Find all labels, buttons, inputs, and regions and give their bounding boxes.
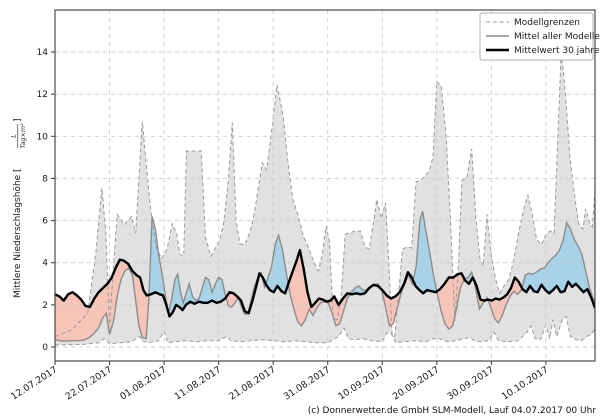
y-axis-unit-denominator: Tag×m² [20, 123, 27, 148]
legend-label-mittel-aller-modelle: Mittel aller Modelle [514, 32, 600, 42]
x-tick-label: 10.09.2017 [336, 364, 387, 402]
model-mean-line [55, 210, 595, 342]
y-tick-label: 4 [42, 259, 48, 269]
x-tick-label: 11.08.2017 [173, 364, 224, 402]
y-tick-label: 2 [42, 301, 48, 311]
y-tick-label: 12 [37, 90, 48, 100]
below-normal-fill [436, 273, 465, 330]
y-axis-unit-numerator: L [11, 134, 18, 138]
legend: Modellgrenzen Mittel aller Modelle Mitte… [479, 12, 600, 61]
model-range-band [55, 50, 595, 345]
x-tick-label: 21.08.2017 [227, 364, 278, 402]
legend-box [479, 12, 594, 61]
legend-label-mittelwert-30-jahre: Mittelwert 30 jahre [514, 46, 600, 56]
x-tick-label: 30.09.2017 [445, 364, 496, 402]
model-range-lower-bound [55, 315, 595, 346]
below-normal-fill [381, 272, 413, 326]
above-normal-fill [149, 216, 169, 312]
y-tick-label: 10 [37, 132, 49, 142]
copyright-caption: (c) Donnerwetter.de GmbH SLM-Modell, Lau… [307, 406, 596, 416]
x-tick-label: 20.09.2017 [391, 364, 442, 402]
x-tick-label: 10.10.2017 [500, 364, 551, 402]
above-normal-fill [265, 235, 289, 294]
x-tick-label: 22.07.2017 [64, 364, 115, 402]
y-tick-label: 8 [42, 174, 48, 184]
y-axis-label: Mittlere Niederschlagshöhe [ L Tag×m² ] [11, 118, 27, 298]
x-tick-label: 31.08.2017 [282, 364, 333, 402]
y-axis-label-text: Mittlere Niederschlagshöhe [ [13, 168, 23, 298]
above-normal-fill [413, 211, 437, 294]
plot-border [54, 9, 596, 362]
mean-30-years-line [55, 248, 595, 318]
below-normal-fill [487, 277, 522, 323]
model-range-upper-bound [55, 50, 595, 338]
below-normal-fill [55, 259, 149, 342]
x-tick-label: 12.07.2017 [9, 364, 60, 402]
legend-label-modellgrenzen: Modellgrenzen [514, 18, 580, 28]
y-tick-label: 0 [42, 343, 48, 353]
above-normal-fill [168, 274, 226, 317]
y-axis-label-bracket: ] [13, 118, 23, 122]
x-tick-label: 01.08.2017 [118, 364, 169, 402]
y-tick-label: 6 [42, 217, 48, 227]
y-tick-label: 14 [37, 48, 49, 58]
